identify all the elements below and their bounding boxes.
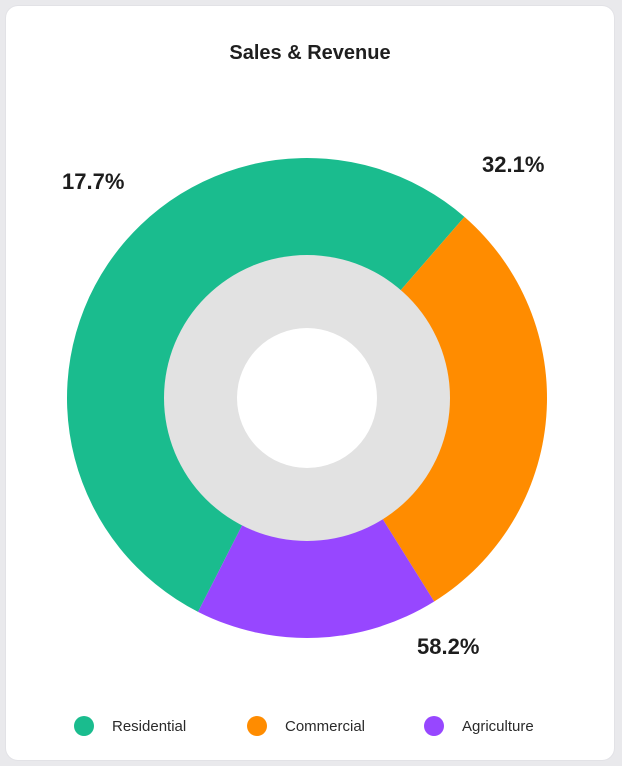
chart-title: Sales & Revenue (229, 42, 391, 64)
value-label-residential: 58.2% (417, 634, 479, 659)
legend-label-residential: Residential (112, 717, 187, 735)
legend-swatch-residential (74, 716, 94, 736)
legend-swatch-commercial (247, 716, 267, 736)
center-hole (237, 328, 377, 468)
legend-item-commercial[interactable]: Commercial (247, 714, 365, 738)
legend-item-residential[interactable]: Residential (74, 714, 186, 738)
value-label-commercial: 32.1% (482, 152, 544, 177)
value-label-agriculture: 17.7% (62, 169, 124, 194)
chart-legend: Residential Commercial Agriculture (0, 714, 622, 738)
legend-label-agriculture: Agriculture (462, 717, 534, 735)
legend-item-agriculture[interactable]: Agriculture (424, 714, 534, 738)
donut-chart: 58.2% 32.1% 17.7% (62, 152, 547, 659)
legend-swatch-agriculture (424, 716, 444, 736)
legend-label-commercial: Commercial (285, 717, 366, 735)
